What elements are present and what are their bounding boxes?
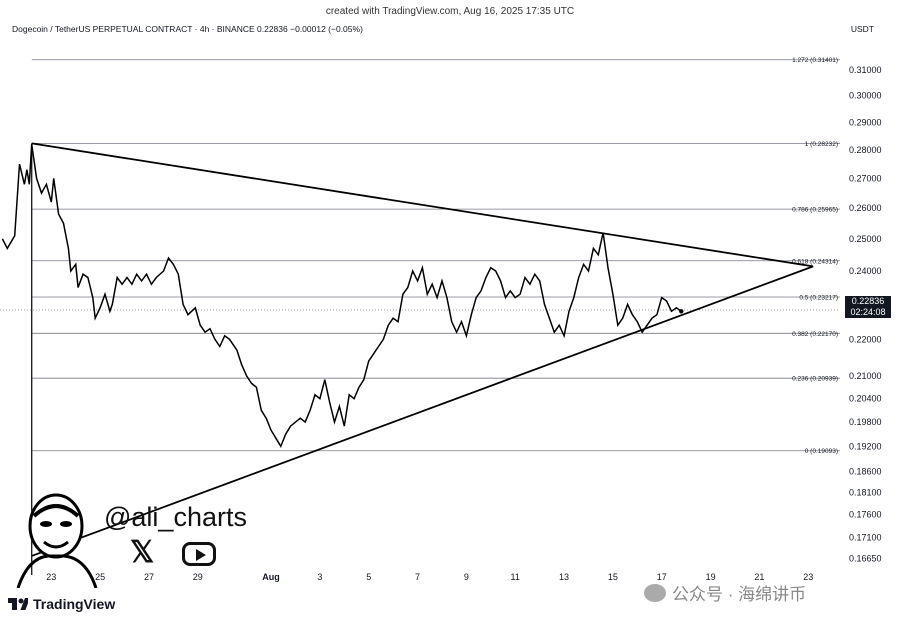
x-tick-label-10: 13	[559, 572, 569, 582]
fib-label-5: 0.382 (0.22170)	[792, 331, 838, 338]
fib-label-7: 0 (0.19093)	[805, 448, 838, 455]
x-tick-label-12: 17	[657, 572, 667, 582]
y-tick-label-10: 0.21000	[849, 371, 882, 381]
y-tick-label-0: 0.31000	[849, 65, 882, 75]
last-price: 0.22836	[257, 24, 288, 34]
y-tick-label-3: 0.28000	[849, 145, 882, 155]
y-tick-label-15: 0.18100	[849, 488, 882, 498]
symbol-header: Dogecoin / TetherUS PERPETUAL CONTRACT ·…	[12, 24, 363, 34]
price-change: −0.00012 (−0.05%)	[290, 24, 363, 34]
series-line-0	[1, 144, 682, 448]
y-tick-label-18: 0.16650	[849, 553, 882, 563]
trendline-1	[31, 265, 814, 557]
x-tick-label-8: 9	[464, 572, 469, 582]
x-tick-label-14: 21	[754, 572, 764, 582]
trendline-0	[31, 142, 814, 268]
y-tick-label-13: 0.19200	[849, 441, 882, 451]
currency-label[interactable]: USDT	[850, 24, 874, 34]
price-series	[1, 144, 684, 448]
tradingview-logo-icon	[8, 598, 28, 610]
y-tick-label-17: 0.17100	[849, 532, 882, 542]
x-tick-label-5: 3	[317, 572, 322, 582]
trendlines	[31, 142, 814, 557]
fib-label-0: 1.272 (0.31401)	[792, 57, 838, 64]
x-logo-icon[interactable]: 𝕏	[130, 536, 155, 569]
fib-label-2: 0.786 (0.25965)	[792, 207, 838, 214]
watermark-text: 公众号 · 海绵讲币	[672, 585, 807, 604]
y-tick-label-5: 0.26000	[849, 203, 882, 213]
x-axis[interactable]: 23 25 27 29 Aug 3 5 7 9 11 13 15 17 19 21 23	[46, 572, 813, 582]
x-tick-label-1: 25	[95, 572, 105, 582]
watermark: 公众号 · 海绵讲币	[644, 580, 806, 605]
x-tick-label-0: 23	[46, 572, 56, 582]
x-tick-label-13: 19	[706, 572, 716, 582]
y-tick-label-2: 0.29000	[849, 117, 882, 127]
y-tick-label-12: 0.19800	[849, 417, 882, 427]
created-caption: created with TradingView.com, Aug 16, 20…	[325, 6, 575, 17]
x-tick-label-7: 7	[415, 572, 420, 582]
x-tick-label-4: Aug	[262, 572, 280, 582]
current-price-value: 0.22836	[851, 296, 885, 306]
wechat-icon	[644, 583, 666, 602]
brand-name: TradingView	[33, 596, 116, 612]
symbol-title: Dogecoin / TetherUS PERPETUAL CONTRACT ·…	[12, 24, 255, 34]
avatar	[16, 493, 98, 588]
y-tick-label-11: 0.20400	[849, 394, 882, 404]
fib-label-6: 0.236 (0.20939)	[792, 376, 838, 383]
current-price-badge: 0.22836 02:24:08	[845, 296, 891, 318]
y-tick-label-4: 0.27000	[849, 173, 882, 183]
bar-countdown: 02:24:08	[850, 307, 886, 317]
x-tick-label-3: 29	[193, 572, 203, 582]
x-tick-label-6: 5	[366, 572, 371, 582]
fib-levels: 1.272 (0.31401) 1 (0.28232) 0.786 (0.25965…	[0, 57, 840, 575]
author-handle: @ali_charts	[104, 502, 247, 532]
x-tick-label-9: 11	[511, 572, 520, 582]
fib-label-1: 1 (0.28232)	[805, 141, 838, 148]
y-tick-label-1: 0.30000	[849, 91, 882, 101]
y-tick-label-9: 0.22000	[849, 334, 882, 344]
y-tick-label-7: 0.24000	[849, 266, 882, 276]
x-tick-label-11: 15	[608, 572, 618, 582]
x-tick-label-2: 27	[144, 572, 154, 582]
tradingview-brand[interactable]: TradingView	[8, 596, 115, 612]
fib-label-4: 0.5 (0.23217)	[799, 295, 838, 302]
fib-label-3: 0.618 (0.24314)	[792, 258, 838, 265]
y-tick-label-6: 0.25000	[849, 234, 882, 244]
x-tick-label-15: 23	[803, 572, 813, 582]
last-point	[679, 309, 684, 314]
y-tick-label-14: 0.18600	[849, 466, 882, 476]
youtube-icon[interactable]	[182, 542, 216, 566]
y-tick-label-16: 0.17600	[849, 510, 882, 520]
